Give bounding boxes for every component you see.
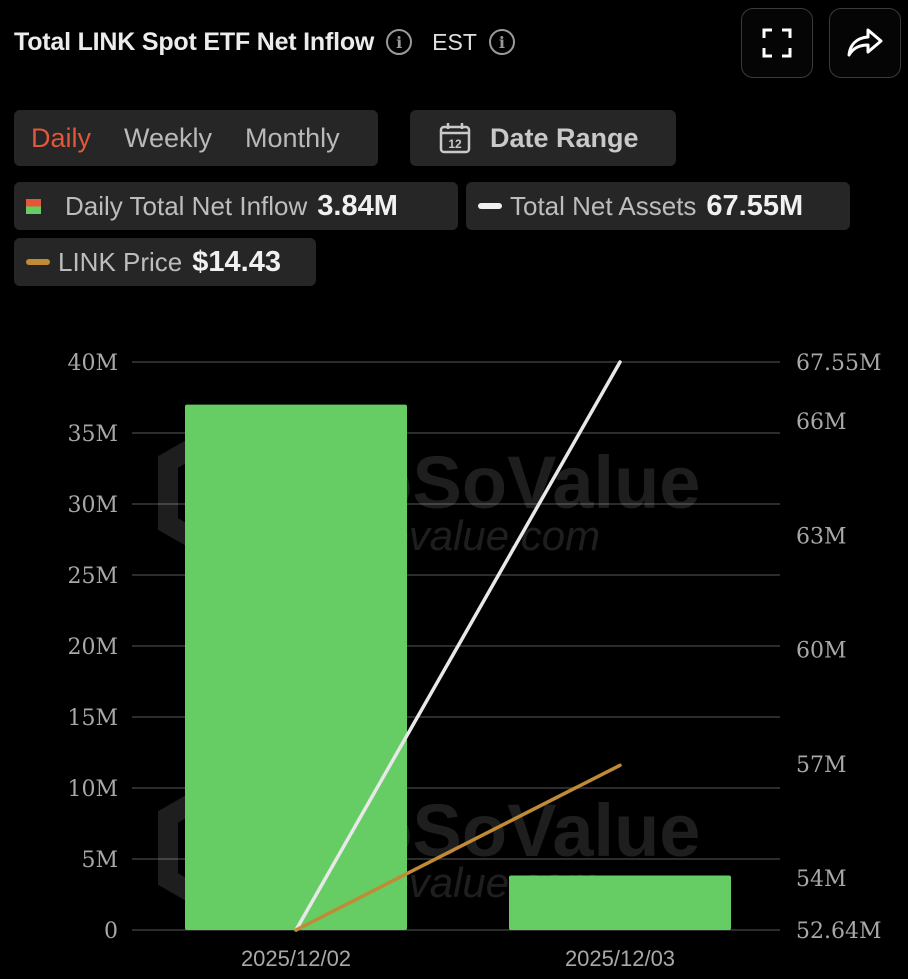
share-icon <box>847 28 883 57</box>
x-axis-tick-label: 2025/12/02 <box>241 946 351 971</box>
lines <box>294 360 622 932</box>
legend-inflow-value: 3.84M <box>317 189 398 222</box>
left-axis-tick-label: 30M <box>67 493 118 518</box>
left-axis-tick-label: 35M <box>67 422 118 447</box>
right-axis-tick-label: 60M <box>796 639 847 664</box>
assets-swatch-icon <box>478 203 502 209</box>
left-axis-tick-label: 20M <box>67 635 118 660</box>
tab-daily[interactable]: Daily <box>31 122 92 153</box>
right-axis-tick-label: 52.64M <box>796 919 882 944</box>
right-axis-tick-label: 54M <box>796 867 847 892</box>
left-axis-ticks: 0 5M 10M 15M 20M 25M 30M 35M 40M <box>67 351 118 944</box>
price-line <box>294 763 622 932</box>
assets-line <box>294 360 622 932</box>
chart-title: Total LINK Spot ETF Net Inflow <box>14 27 375 56</box>
bars <box>185 404 731 931</box>
right-axis-tick-label: 57M <box>796 753 847 778</box>
period-selector: Daily Weekly Monthly <box>14 110 378 166</box>
right-axis-tick-label: 66M <box>796 410 847 435</box>
legend-assets-value: 67.55M <box>706 189 804 222</box>
left-axis-tick-label: 25M <box>67 564 118 589</box>
left-axis-tick-label: 10M <box>67 777 118 802</box>
fullscreen-button[interactable] <box>741 8 813 78</box>
chart-area[interactable]: SoSoValue sosovalue.com SoSoValue sosova… <box>0 300 908 979</box>
left-axis-tick-label: 15M <box>67 706 118 731</box>
timezone-info-icon[interactable]: i <box>488 29 515 55</box>
legend-assets-label: Total Net Assets <box>510 190 697 221</box>
legend-inflow-label: Daily Total Net Inflow <box>65 190 308 221</box>
right-axis-tick-label: 67.55M <box>796 351 882 376</box>
price-swatch-icon <box>26 259 50 265</box>
timezone-label[interactable]: EST <box>432 28 477 55</box>
left-axis-tick-label: 40M <box>67 351 118 376</box>
title-row: Total LINK Spot ETF Net Inflow i EST i <box>14 22 515 62</box>
left-axis-tick-label: 0 <box>104 919 118 944</box>
left-axis-tick-label: 5M <box>81 848 118 873</box>
right-axis-ticks: 52.64M 54M 57M 60M 63M 66M 67.55M <box>796 351 882 944</box>
calendar-day: 12 <box>448 137 462 151</box>
tab-monthly[interactable]: Monthly <box>245 122 340 153</box>
date-range-label: Date Range <box>490 122 639 153</box>
right-axis-tick-label: 63M <box>796 524 847 549</box>
date-range-button[interactable]: 12 Date Range <box>410 110 676 166</box>
legend-price-value: $14.43 <box>192 245 281 278</box>
share-button[interactable] <box>829 8 901 78</box>
legend-price-label: LINK Price <box>58 246 183 277</box>
x-axis-tick-label: 2025/12/03 <box>565 946 675 971</box>
inflow-swatch-icon <box>26 198 41 214</box>
fullscreen-icon <box>762 28 792 58</box>
x-axis-ticks: 2025/12/02 2025/12/03 <box>241 946 675 971</box>
calendar-icon: 12 <box>439 123 471 154</box>
legend-assets[interactable]: Total Net Assets 67.55M <box>466 182 850 230</box>
info-icon[interactable]: i <box>386 29 413 55</box>
bar <box>185 404 407 931</box>
tab-weekly[interactable]: Weekly <box>124 122 213 153</box>
legend-price[interactable]: LINK Price $14.43 <box>14 238 316 286</box>
bar <box>509 875 731 930</box>
legend-inflow[interactable]: Daily Total Net Inflow 3.84M <box>14 182 458 230</box>
